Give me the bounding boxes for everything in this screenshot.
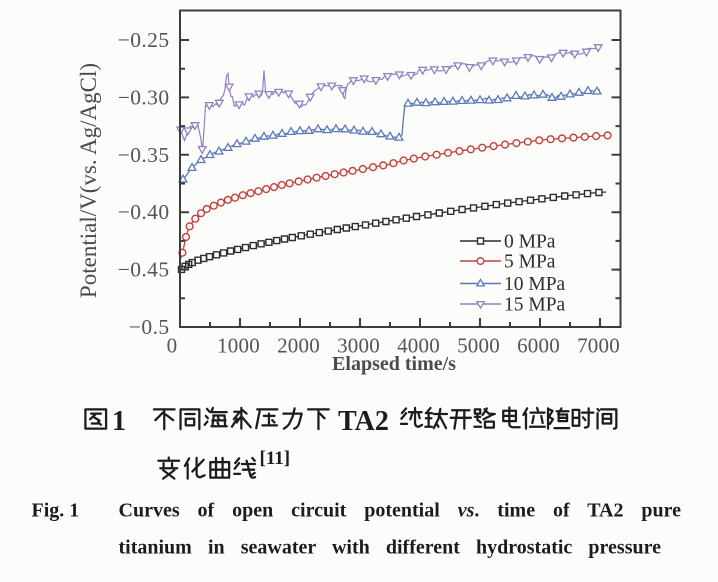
svg-text:5000: 5000 bbox=[457, 334, 500, 358]
svg-text:−0.5: −0.5 bbox=[129, 315, 170, 339]
svg-text:Potential/V(vs. Ag/AgCl): Potential/V(vs. Ag/AgCl) bbox=[76, 63, 101, 298]
svg-text:15 MPa: 15 MPa bbox=[504, 295, 566, 316]
svg-text:6000: 6000 bbox=[517, 334, 560, 358]
svg-text:−0.35: −0.35 bbox=[118, 143, 170, 167]
svg-text:0 MPa: 0 MPa bbox=[504, 232, 556, 253]
svg-text:Elapsed time/s: Elapsed time/s bbox=[332, 353, 456, 375]
svg-text:titanium in seawater with diff: titanium in seawater with different hydr… bbox=[119, 537, 662, 559]
svg-text:[11]: [11] bbox=[260, 448, 291, 469]
svg-text:Fig. 1: Fig. 1 bbox=[32, 500, 80, 522]
svg-text:7000: 7000 bbox=[577, 334, 620, 358]
svg-text:TA2: TA2 bbox=[338, 406, 389, 437]
svg-text:−0.40: −0.40 bbox=[118, 200, 170, 224]
svg-text:−0.45: −0.45 bbox=[118, 258, 170, 282]
svg-text:10 MPa: 10 MPa bbox=[504, 274, 566, 295]
svg-text:1000: 1000 bbox=[217, 334, 260, 358]
svg-text:4000: 4000 bbox=[397, 334, 440, 358]
svg-text:0: 0 bbox=[167, 334, 178, 358]
svg-text:3000: 3000 bbox=[337, 334, 380, 358]
svg-text:−0.25: −0.25 bbox=[118, 28, 170, 52]
svg-text:2000: 2000 bbox=[277, 334, 320, 358]
svg-text:1: 1 bbox=[112, 406, 126, 437]
svg-text:Curves of open circuit potenti: Curves of open circuit potential vs. tim… bbox=[119, 500, 682, 522]
svg-text:−0.30: −0.30 bbox=[118, 85, 170, 109]
svg-text:5 MPa: 5 MPa bbox=[504, 252, 556, 273]
